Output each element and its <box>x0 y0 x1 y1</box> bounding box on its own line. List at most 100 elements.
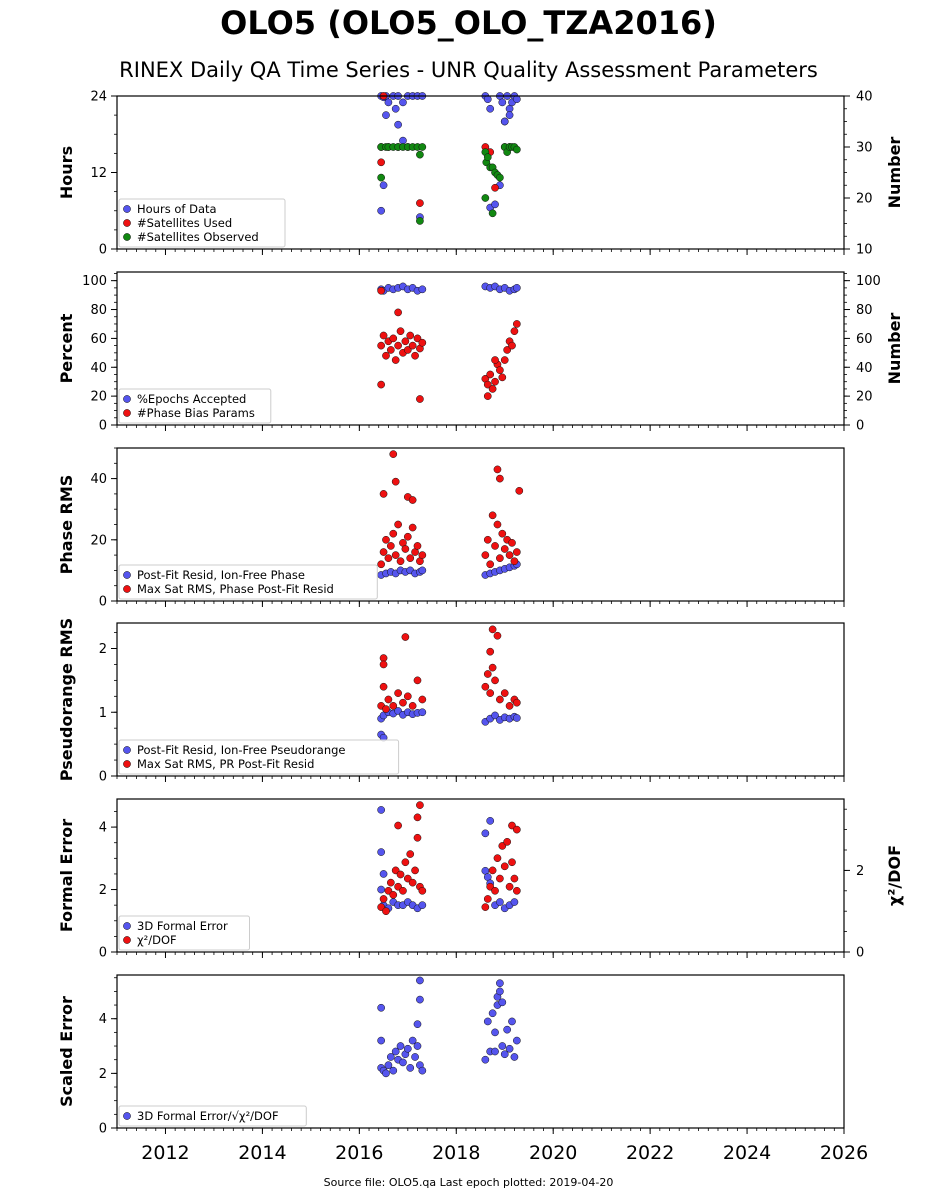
data-point <box>481 1055 490 1064</box>
data-point <box>418 708 427 717</box>
data-point <box>488 209 497 218</box>
legend-box <box>118 739 400 775</box>
data-point <box>503 346 512 354</box>
data-point <box>418 1066 427 1075</box>
series-1 <box>377 707 521 742</box>
legend: Hours of Data#Satellites Used#Satellites… <box>118 198 286 248</box>
y-tick-label: 4 <box>99 821 107 836</box>
data-point <box>503 1025 512 1034</box>
y-tick-label: 0 <box>99 1122 107 1137</box>
y-right-tick-label: 40 <box>856 361 873 376</box>
data-point <box>498 373 507 382</box>
source-footer: Source file: OLO5.qa Last epoch plotted:… <box>323 1176 614 1189</box>
y-tick-label: 0 <box>99 419 107 434</box>
data-point <box>483 153 492 162</box>
data-point <box>403 692 412 701</box>
data-point <box>416 395 424 403</box>
data-point <box>391 477 400 486</box>
data-point <box>377 380 385 389</box>
data-point <box>508 858 516 867</box>
data-point <box>406 850 415 858</box>
data-point <box>491 676 499 685</box>
data-point <box>411 1053 419 1061</box>
series-1 <box>377 92 521 221</box>
data-point <box>486 104 495 113</box>
data-point <box>513 886 521 895</box>
legend-label: Max Sat RMS, PR Post-Fit Resid <box>137 757 314 771</box>
data-point <box>481 194 490 202</box>
data-point <box>488 663 497 672</box>
y-right-tick-label: 100 <box>856 274 881 289</box>
y-tick-label: 0 <box>99 946 107 961</box>
x-tick-label: 2020 <box>529 1142 577 1164</box>
data-point <box>493 854 502 863</box>
data-point <box>483 95 492 104</box>
series-2 <box>377 625 521 713</box>
data-point <box>510 874 519 883</box>
panel-3: 0 20 40 Phase RMS Post-Fit Resid, Ion-Free P… <box>57 447 845 610</box>
data-point <box>382 351 390 360</box>
data-point <box>488 866 497 875</box>
data-point <box>394 341 402 350</box>
data-point <box>481 551 490 559</box>
data-point <box>379 181 388 190</box>
data-point <box>513 548 521 556</box>
y-right-axis-label: Number <box>885 313 904 385</box>
y-tick-label: 20 <box>90 533 107 548</box>
data-point <box>418 695 427 704</box>
data-point <box>498 998 507 1007</box>
x-tick-label: 2022 <box>626 1142 674 1164</box>
legend-marker <box>123 219 131 227</box>
data-point <box>491 886 499 895</box>
data-point <box>406 554 415 563</box>
data-point <box>496 987 504 996</box>
data-point <box>377 206 385 215</box>
y-tick-label: 2 <box>99 883 107 898</box>
legend-box <box>118 564 378 600</box>
data-point <box>488 1009 497 1018</box>
data-point <box>379 654 388 662</box>
data-point <box>513 825 521 834</box>
data-point <box>396 870 405 879</box>
series-2 <box>377 450 524 569</box>
data-point <box>379 490 388 498</box>
data-point <box>493 465 502 474</box>
data-point <box>500 356 509 364</box>
y-axis-label: Phase RMS <box>57 475 76 575</box>
panel-2: 0 20 40 60 80 100 Percent 0 20 40 60 80 100 Number %Ep… <box>57 271 904 434</box>
y-axis-label: Pseudorange RMS <box>57 618 76 781</box>
y-right-tick-label: 30 <box>856 141 873 156</box>
data-point <box>389 891 398 899</box>
legend-marker <box>123 409 131 417</box>
data-point <box>413 1042 422 1050</box>
data-point <box>396 327 405 336</box>
data-point <box>389 450 398 458</box>
data-point <box>493 520 502 529</box>
data-point <box>401 337 410 346</box>
data-point <box>416 150 424 159</box>
legend-label: %Epochs Accepted <box>137 392 246 406</box>
data-point <box>377 806 385 814</box>
legend-marker <box>123 571 131 579</box>
data-point <box>377 885 385 894</box>
data-point <box>498 529 507 538</box>
series-1 <box>377 976 521 1078</box>
data-point <box>505 111 514 119</box>
data-point <box>483 1017 492 1026</box>
y-right-tick-label: 0 <box>856 946 864 961</box>
legend-label: #Phase Bias Params <box>137 406 255 420</box>
data-point <box>486 370 495 379</box>
data-point <box>408 341 417 350</box>
data-point <box>513 284 521 292</box>
data-point <box>508 1017 516 1026</box>
data-point <box>513 95 521 104</box>
data-point <box>513 1036 521 1045</box>
data-point <box>483 392 492 400</box>
y-right-axis-label: χ²/DOF <box>885 845 904 906</box>
data-point <box>379 895 388 903</box>
data-point <box>418 901 427 910</box>
y-right-axis-label: Number <box>885 137 904 209</box>
data-point <box>486 647 495 656</box>
panel-6: 0 2 4 Scaled Error 3D Formal Error/√χ²/DOF 20… <box>57 974 868 1164</box>
data-point <box>379 548 388 556</box>
